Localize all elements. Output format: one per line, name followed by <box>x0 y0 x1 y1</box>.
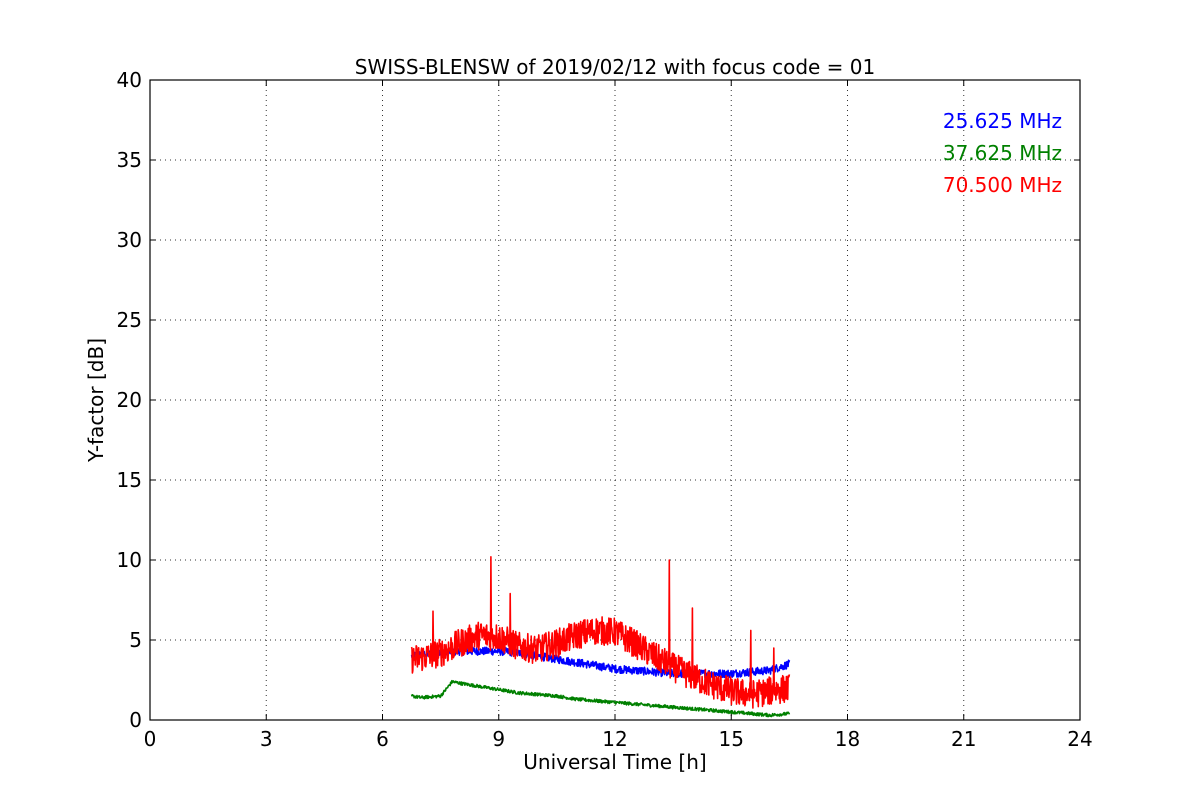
x-tick-label: 18 <box>835 727 860 751</box>
x-tick-label: 6 <box>376 727 389 751</box>
series-layer <box>410 555 791 718</box>
y-tick-label: 25 <box>117 308 142 332</box>
x-tick-label: 9 <box>492 727 505 751</box>
y-tick-label: 35 <box>117 148 142 172</box>
x-tick-label: 3 <box>260 727 273 751</box>
x-tick-label: 21 <box>951 727 976 751</box>
y-tick-label: 5 <box>129 628 142 652</box>
x-tick-label: 12 <box>602 727 627 751</box>
x-axis-title: Universal Time [h] <box>523 750 706 774</box>
x-tick-label: 15 <box>719 727 744 751</box>
legend-entry: 70.500 MHz <box>943 173 1062 197</box>
ticks <box>149 79 1081 721</box>
tick-labels: 0 3 6 9 12 15 18 21 24 0 5 10 15 20 25 30 35 40 <box>117 68 1093 751</box>
x-tick-label: 24 <box>1067 727 1092 751</box>
y-tick-label: 40 <box>117 68 142 92</box>
y-axis-title: Y-factor [dB] <box>84 338 108 463</box>
y-tick-label: 30 <box>117 228 142 252</box>
y-tick-label: 0 <box>129 708 142 732</box>
grid <box>150 80 1080 720</box>
y-tick-label: 10 <box>117 548 142 572</box>
legend: 25.625 MHz 37.625 MHz 70.500 MHz <box>943 109 1062 197</box>
series-line-37-625-mhz <box>410 679 791 718</box>
series-line-25-625-mhz <box>410 646 791 679</box>
legend-entry: 25.625 MHz <box>943 109 1062 133</box>
series-line-70-500-mhz <box>410 555 791 709</box>
y-tick-label: 20 <box>117 388 142 412</box>
chart-title: SWISS-BLENSW of 2019/02/12 with focus co… <box>355 55 876 79</box>
y-tick-label: 15 <box>117 468 142 492</box>
legend-entry: 37.625 MHz <box>943 141 1062 165</box>
x-tick-label: 0 <box>144 727 157 751</box>
